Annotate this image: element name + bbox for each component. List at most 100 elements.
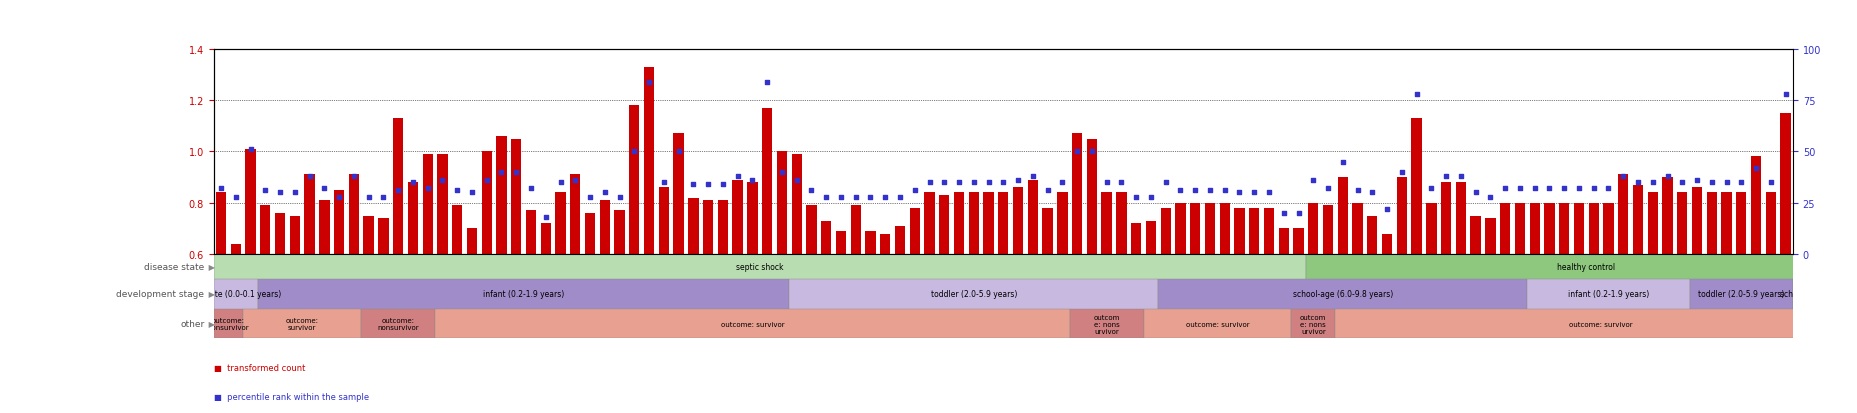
Bar (1779, 114, 1790, 254)
Bar (1677, 193, 1686, 254)
Bar (555, 193, 565, 254)
Point (412, 185, 442, 192)
Point (1239, 190, 1268, 196)
Point (884, 194, 914, 200)
Bar (1263, 208, 1274, 254)
Point (1047, 179, 1077, 186)
Bar (789, 280, 1157, 309)
Bar (1042, 208, 1053, 254)
Text: ■  transformed count: ■ transformed count (214, 363, 305, 372)
Point (1415, 185, 1445, 192)
Bar (747, 183, 758, 254)
Bar (1688, 280, 1792, 309)
Point (1385, 169, 1415, 176)
Point (591, 190, 620, 196)
Bar (1588, 203, 1599, 254)
Point (206, 185, 236, 192)
Bar (1603, 203, 1612, 254)
Point (338, 173, 368, 180)
Bar (717, 201, 728, 254)
Bar (466, 229, 477, 254)
Point (1018, 173, 1047, 180)
Point (782, 177, 812, 184)
Point (472, 177, 501, 184)
Text: infant (0.2-1.9 years): infant (0.2-1.9 years) (483, 290, 565, 299)
Bar (1291, 309, 1335, 339)
Bar (1057, 193, 1068, 254)
Point (1651, 173, 1681, 180)
Bar (1692, 188, 1701, 254)
Point (1179, 188, 1209, 194)
Point (1430, 173, 1460, 180)
Bar (1070, 309, 1142, 339)
Bar (570, 175, 579, 254)
Bar (214, 280, 258, 309)
Bar (938, 195, 949, 254)
Bar (496, 137, 507, 254)
Bar (394, 119, 403, 254)
Text: neonate (0.0-0.1 years): neonate (0.0-0.1 years) (191, 290, 280, 299)
Bar (702, 201, 713, 254)
Bar (1305, 254, 1857, 280)
Point (1298, 177, 1328, 184)
Text: disease state: disease state (145, 263, 204, 271)
Bar (258, 280, 789, 309)
Bar (1426, 203, 1435, 254)
Bar (1749, 157, 1760, 254)
Point (1328, 159, 1357, 166)
Bar (1157, 280, 1526, 309)
Bar (1278, 229, 1289, 254)
Bar (1101, 193, 1110, 254)
Point (988, 179, 1018, 186)
Bar (1411, 119, 1421, 254)
Bar (615, 211, 624, 254)
Point (1725, 179, 1755, 186)
Bar (1335, 309, 1857, 339)
Bar (275, 214, 286, 254)
Point (633, 79, 663, 85)
Bar (435, 309, 1070, 339)
Point (1268, 210, 1298, 217)
Point (251, 188, 280, 194)
Point (1578, 185, 1608, 192)
Point (516, 185, 546, 192)
Bar (1441, 183, 1450, 254)
Point (841, 194, 871, 200)
Point (767, 169, 797, 176)
Point (943, 179, 973, 186)
Bar (761, 109, 773, 254)
Bar (953, 193, 964, 254)
Point (457, 190, 487, 196)
Bar (791, 154, 802, 254)
Point (1209, 188, 1239, 194)
Point (1077, 149, 1107, 155)
Point (1608, 173, 1638, 180)
Bar (1617, 175, 1627, 254)
Bar (1292, 229, 1304, 254)
Bar (481, 152, 492, 254)
Point (1695, 179, 1725, 186)
Bar (511, 139, 522, 254)
Bar (806, 206, 817, 254)
Bar (659, 188, 669, 254)
Point (531, 214, 561, 221)
Point (899, 188, 928, 194)
Text: outcome: survivor: outcome: survivor (1185, 321, 1248, 327)
Bar (230, 244, 241, 254)
Point (648, 179, 678, 186)
Bar (1720, 193, 1731, 254)
Bar (1188, 203, 1200, 254)
Bar (821, 221, 830, 254)
Text: ■  percentile rank within the sample: ■ percentile rank within the sample (214, 392, 368, 401)
Bar (1528, 203, 1539, 254)
Bar (1116, 193, 1125, 254)
Point (693, 181, 722, 188)
Bar (319, 201, 329, 254)
Point (561, 177, 591, 184)
Point (1460, 190, 1489, 196)
Point (1710, 179, 1740, 186)
Bar (630, 106, 639, 254)
Point (869, 194, 899, 200)
Point (1593, 185, 1623, 192)
Point (1253, 190, 1283, 196)
